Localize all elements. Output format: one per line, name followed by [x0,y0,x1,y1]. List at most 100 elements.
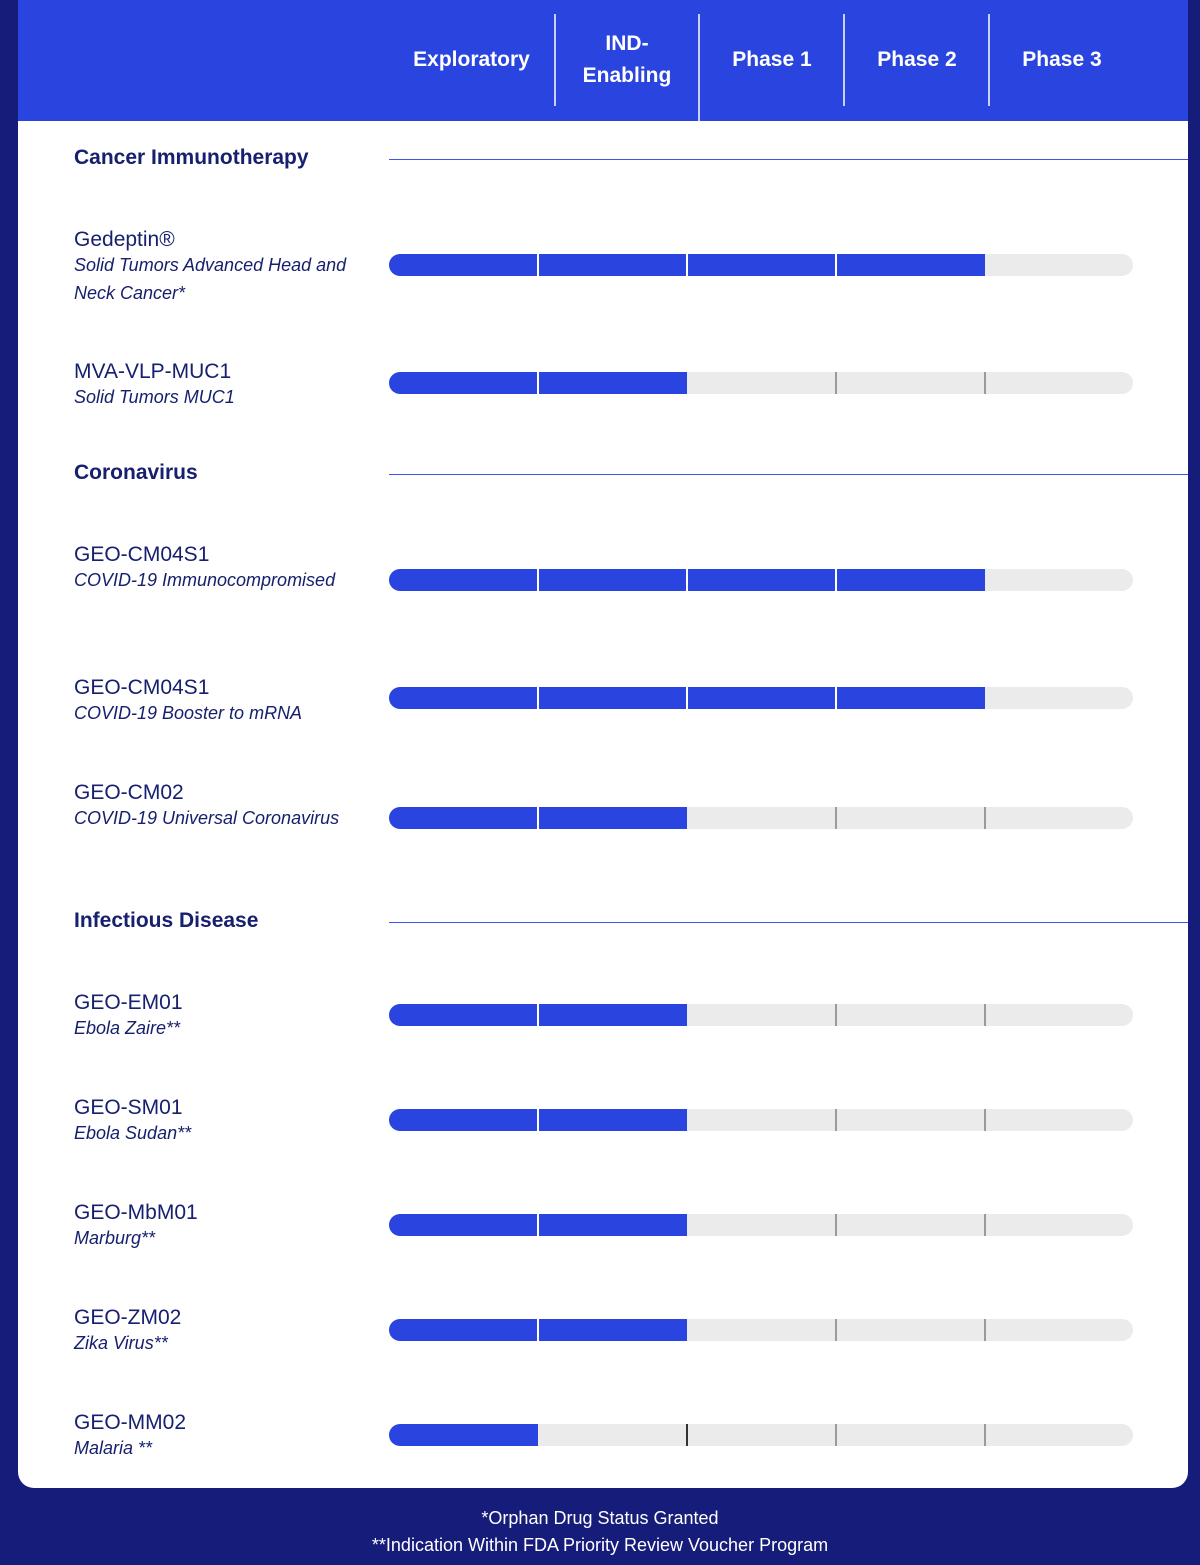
progress-segment-pending [687,1424,836,1446]
progress-bar [389,254,1133,276]
column-phase-3: Phase 3 [1022,48,1102,71]
stage-divider [686,1004,688,1026]
stage-divider [686,1424,688,1446]
progress-bar [389,372,1133,394]
program-name: GEO-MM02 [74,1411,187,1434]
program-name: GEO-ZM02 [74,1306,182,1329]
progress-bar [389,687,1133,709]
progress-segment-complete [538,1109,687,1131]
stage-divider [686,1319,688,1341]
progress-segment-complete [687,254,836,276]
stage-divider [835,372,837,394]
program-name: GEO-MbM01 [74,1201,198,1224]
stage-divider [537,1319,539,1341]
progress-bar [389,1214,1133,1236]
section-title: Coronavirus [74,461,198,484]
section-divider-line [389,474,1188,475]
stage-divider [984,372,986,394]
stage-divider [686,372,688,394]
stage-divider [537,254,539,276]
progress-segment-complete [538,1319,687,1341]
stage-divider [686,569,688,591]
progress-segment-pending [985,1319,1133,1341]
program-name: MVA-VLP-MUC1 [74,360,232,383]
progress-segment-pending [985,1424,1133,1446]
program-indication: Solid Tumors Advanced Head and Neck Canc… [74,255,347,303]
progress-segment-complete [389,1319,538,1341]
column-divider [843,14,845,106]
stage-divider [835,687,837,709]
stage-divider [835,569,837,591]
stage-divider [984,254,986,276]
progress-segment-pending [836,807,985,829]
program-indication: Ebola Zaire** [74,1018,181,1038]
column-exploratory: Exploratory [413,48,530,71]
stage-divider [835,807,837,829]
progress-segment-pending [836,1109,985,1131]
progress-bar [389,807,1133,829]
program-indication: COVID-19 Booster to mRNA [74,703,303,723]
progress-bar [389,1424,1133,1446]
stage-divider [835,1319,837,1341]
stage-divider [537,807,539,829]
stage-divider [835,1109,837,1131]
program-indication: COVID-19 Immunocompromised [74,570,336,590]
program-name: GEO-SM01 [74,1096,183,1119]
program-name: GEO-CM04S1 [74,676,210,699]
progress-segment-pending [687,1004,836,1026]
progress-segment-complete [687,687,836,709]
stage-divider [984,1004,986,1026]
stage-divider [537,1424,539,1446]
progress-segment-complete [687,569,836,591]
progress-segment-pending [687,1319,836,1341]
stage-divider [686,807,688,829]
stage-divider [835,254,837,276]
section-divider-line [389,159,1188,160]
column-phase-2: Phase 2 [877,48,957,71]
progress-segment-pending [985,569,1133,591]
progress-segment-pending [985,254,1133,276]
progress-segment-pending [687,372,836,394]
progress-segment-complete [836,254,985,276]
column-divider [698,14,700,121]
progress-segment-complete [389,1214,538,1236]
stage-divider [686,254,688,276]
progress-segment-pending [687,807,836,829]
stage-divider [537,1109,539,1131]
progress-segment-pending [687,1109,836,1131]
progress-segment-complete [389,687,538,709]
progress-segment-complete [538,1004,687,1026]
progress-bar [389,569,1133,591]
progress-segment-pending [836,1004,985,1026]
footnotes: *Orphan Drug Status Granted **Indication… [0,1505,1200,1559]
column-divider [988,14,990,106]
stage-divider [984,569,986,591]
progress-segment-complete [389,807,538,829]
progress-segment-pending [836,1319,985,1341]
column-ind-enabling: IND- Enabling [582,32,672,87]
progress-segment-complete [836,687,985,709]
program-indication: Marburg** [74,1228,156,1248]
stage-divider [537,687,539,709]
section-divider-line [389,922,1188,923]
program-indication: Zika Virus** [74,1333,168,1353]
progress-segment-complete [538,372,687,394]
stage-divider [537,1214,539,1236]
progress-segment-pending [985,372,1133,394]
stage-divider [984,1109,986,1131]
progress-segment-complete [538,569,687,591]
stage-divider [686,1214,688,1236]
progress-bar [389,1004,1133,1026]
stage-divider [686,687,688,709]
progress-segment-pending [985,807,1133,829]
stage-divider [984,1424,986,1446]
progress-segment-pending [985,1214,1133,1236]
column-divider [554,14,556,106]
progress-segment-pending [985,1109,1133,1131]
progress-segment-complete [389,1109,538,1131]
progress-segment-pending [836,1424,985,1446]
progress-segment-complete [389,372,538,394]
progress-segment-pending [985,1004,1133,1026]
stage-divider [537,1004,539,1026]
stage-divider [984,807,986,829]
